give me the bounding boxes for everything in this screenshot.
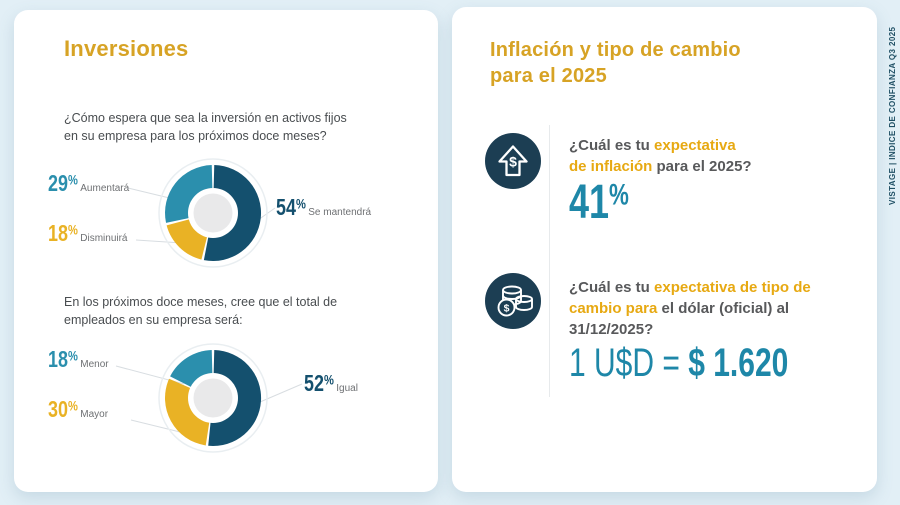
exchange-rate-question: ¿Cuál es tu expectativa de tipo de cambi… bbox=[569, 279, 811, 338]
exchange-rate-prefix: 1 U$D = bbox=[569, 341, 689, 385]
vertical-divider bbox=[549, 125, 550, 397]
donut-investment bbox=[153, 153, 273, 273]
label-text-menor: Menor bbox=[80, 359, 109, 370]
investment-question: ¿Cómo espera que sea la inversión en act… bbox=[64, 111, 347, 143]
percent-aumentara: 29% bbox=[48, 170, 78, 196]
percent-igual: 52% bbox=[304, 370, 334, 396]
exchange-rate-answer: 1 U$D = $ 1.620 bbox=[569, 343, 788, 383]
inflation-title: Inflación y tipo de cambio para el 2025 bbox=[490, 39, 741, 87]
percent-menor: 18% bbox=[48, 346, 78, 372]
label-text-igual: Igual bbox=[336, 383, 358, 394]
percent-se-mantendra: 54% bbox=[276, 194, 306, 220]
donut-employees bbox=[153, 338, 273, 458]
inflation-question: ¿Cuál es tu expectativa de inflación par… bbox=[569, 137, 752, 175]
label-aumentara: 29% Aumentará bbox=[48, 172, 129, 195]
percent-disminuira: 18% bbox=[48, 220, 78, 246]
percent-mayor: 30% bbox=[48, 396, 78, 422]
svg-text:$: $ bbox=[509, 154, 517, 170]
exchange-rate-value: $ 1.620 bbox=[688, 341, 789, 385]
investments-title: Inversiones bbox=[64, 36, 189, 61]
side-brand-text: VISTAGE | INDICE DE CONFIANZA Q3 2025 bbox=[888, 26, 897, 206]
label-igual: 52% Igual bbox=[304, 372, 358, 395]
label-se-mantendra: 54% Se mantendrá bbox=[276, 196, 371, 219]
donut-chart-employees: 18% Menor 30% Mayor 52% Igual bbox=[14, 340, 438, 472]
arrow-up-dollar-icon: $ bbox=[485, 133, 541, 189]
label-text-disminuira: Disminuirá bbox=[80, 233, 128, 244]
inflation-card: Inflación y tipo de cambio para el 2025 … bbox=[452, 7, 877, 492]
label-text-aumentara: Aumentará bbox=[80, 183, 130, 194]
svg-text:$: $ bbox=[504, 303, 510, 315]
label-text-mayor: Mayor bbox=[80, 409, 109, 420]
coins-icon: $ bbox=[485, 273, 541, 329]
label-menor: 18% Menor bbox=[48, 348, 109, 371]
investments-card: Inversiones ¿Cómo espera que sea la inve… bbox=[14, 10, 438, 492]
employees-question: En los próximos doce meses, cree que el … bbox=[64, 295, 338, 327]
label-disminuira: 18% Disminuirá bbox=[48, 222, 128, 245]
label-mayor: 30% Mayor bbox=[48, 398, 108, 421]
inflation-answer: 41% bbox=[569, 176, 629, 229]
label-text-se-mantendra: Se mantendrá bbox=[308, 207, 372, 218]
donut-chart-investment: 29% Aumentará 18% Disminuirá 54% Se mantend… bbox=[14, 158, 438, 290]
